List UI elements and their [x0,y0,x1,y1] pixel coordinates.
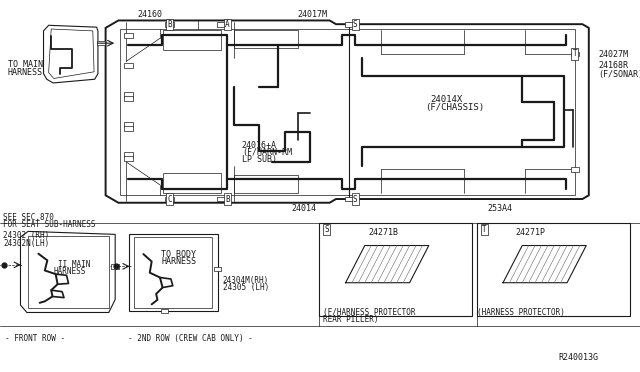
Text: 24302N(LH): 24302N(LH) [3,239,49,248]
Text: S: S [324,225,329,234]
Text: 24302 (RH): 24302 (RH) [3,231,49,240]
Bar [124,96,133,101]
Text: 24014X: 24014X [430,95,462,104]
Bar [165,196,174,202]
Bar [216,196,225,202]
Text: II MAIN: II MAIN [58,260,90,269]
Text: A: A [225,20,230,29]
Text: 24014: 24014 [291,204,316,213]
Bar [345,196,353,202]
Text: B: B [225,195,230,203]
Text: S: S [353,195,358,203]
Text: HARNESS: HARNESS [8,68,43,77]
Bar [124,62,133,68]
Text: 24017M: 24017M [298,10,328,19]
Text: 24305 (LH): 24305 (LH) [223,283,269,292]
Text: HARNESS: HARNESS [53,267,86,276]
Text: - FRONT ROW -: - FRONT ROW - [5,334,65,343]
Text: 253A4: 253A4 [488,204,513,213]
Text: SEE SEC.870: SEE SEC.870 [3,213,54,222]
Bar [124,92,133,97]
Text: (F/SONAR): (F/SONAR) [598,70,640,79]
Text: T: T [572,49,577,58]
Text: 24016+A: 24016+A [242,141,277,150]
Bar [28,236,109,308]
Bar [129,234,218,311]
Text: (HARNESS PROTECTOR): (HARNESS PROTECTOR) [477,308,564,317]
Bar [477,223,630,316]
Text: B: B [167,20,172,29]
Text: LP SUB): LP SUB) [242,155,277,164]
Bar [97,41,105,45]
Bar [345,22,353,27]
Bar [163,30,221,50]
Bar [124,155,133,161]
Text: 24271P: 24271P [515,228,545,237]
Text: HARNESS: HARNESS [161,257,196,266]
Bar [161,309,168,313]
Text: R240013G: R240013G [558,353,598,362]
Text: 24160: 24160 [138,10,163,19]
Text: (F/HARN-RM: (F/HARN-RM [242,148,292,157]
Bar [214,267,221,271]
Bar [319,223,472,316]
Polygon shape [346,246,429,283]
Bar [111,264,119,269]
Bar [571,167,579,172]
Polygon shape [503,246,586,283]
Text: TO BODY: TO BODY [161,250,196,259]
Text: (F/HARNESS PROTECTOR: (F/HARNESS PROTECTOR [323,308,416,317]
Bar [124,33,133,38]
Text: 24271B: 24271B [368,228,398,237]
Text: 24168R: 24168R [598,61,628,70]
Text: TO MAIN: TO MAIN [8,60,43,69]
Text: 24304M(RH): 24304M(RH) [223,276,269,285]
Bar [234,30,298,48]
Bar [124,126,133,131]
Text: (F/CHASSIS): (F/CHASSIS) [426,103,484,112]
Bar [124,122,133,127]
Bar [234,175,298,193]
Bar [163,173,221,193]
Text: - 2ND ROW (CREW CAB ONLY) -: - 2ND ROW (CREW CAB ONLY) - [128,334,253,343]
Text: FOR SEAT SUB-HARNESS: FOR SEAT SUB-HARNESS [3,220,96,229]
Bar [571,51,579,56]
Text: REAR PILLER): REAR PILLER) [323,315,379,324]
Text: S: S [353,20,358,29]
Bar [134,237,212,308]
Text: C: C [167,195,172,203]
Bar [216,22,225,27]
Text: 24027M: 24027M [598,50,628,59]
Bar [165,22,174,27]
Bar [124,152,133,157]
Text: T: T [482,225,487,234]
